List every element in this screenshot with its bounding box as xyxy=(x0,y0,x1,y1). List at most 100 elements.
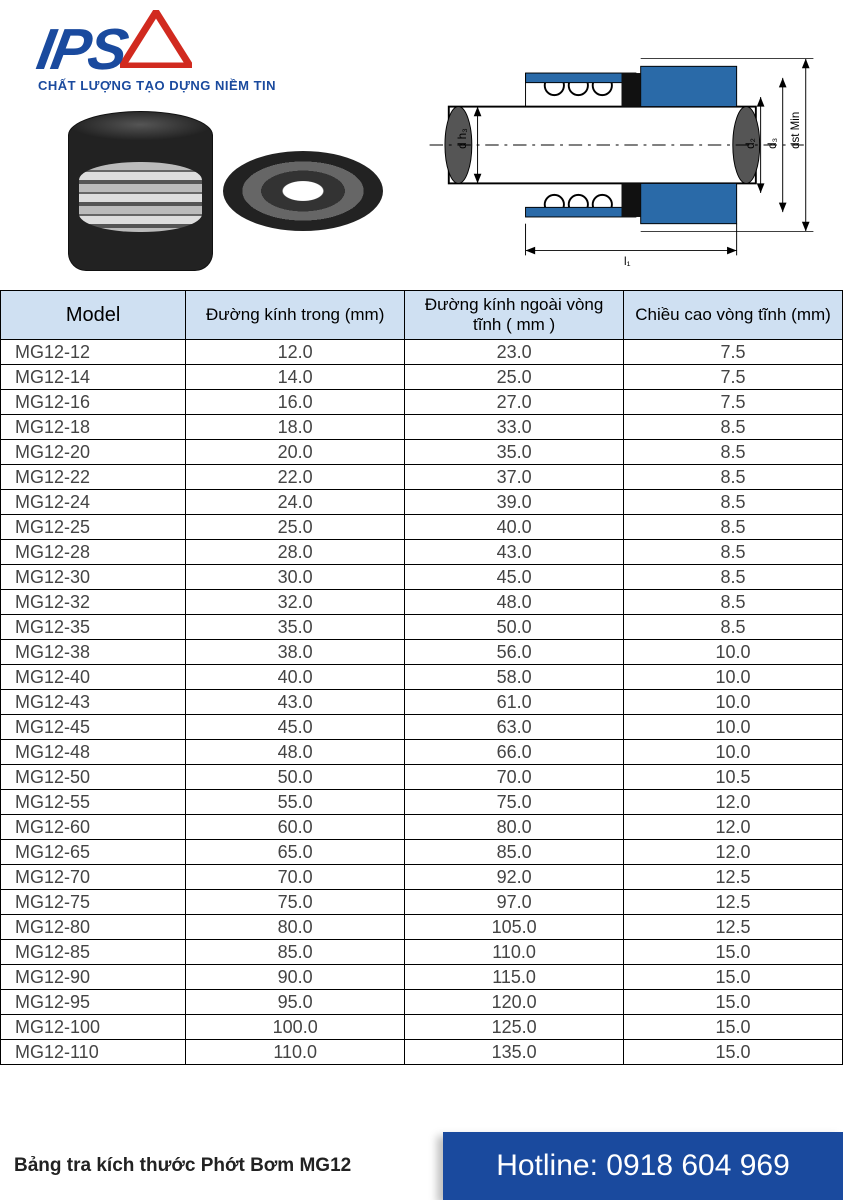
cell-model: MG12-38 xyxy=(1,640,186,665)
cell-model: MG12-70 xyxy=(1,865,186,890)
table-row: MG12-4343.061.010.0 xyxy=(1,690,843,715)
hotline-box: Hotline: 0918 604 969 xyxy=(443,1132,843,1200)
table-row: MG12-9090.0115.015.0 xyxy=(1,965,843,990)
cell-value: 8.5 xyxy=(624,415,843,440)
table-row: MG12-2525.040.08.5 xyxy=(1,515,843,540)
product-image xyxy=(10,111,410,271)
table-row: MG12-1414.025.07.5 xyxy=(1,365,843,390)
cell-value: 35.0 xyxy=(186,615,405,640)
cell-value: 25.0 xyxy=(186,515,405,540)
cell-value: 40.0 xyxy=(186,665,405,690)
cell-value: 22.0 xyxy=(186,465,405,490)
cell-value: 50.0 xyxy=(186,765,405,790)
seal-ring-icon xyxy=(223,151,383,231)
cell-value: 39.0 xyxy=(405,490,624,515)
cell-value: 85.0 xyxy=(405,840,624,865)
cell-model: MG12-95 xyxy=(1,990,186,1015)
cell-value: 58.0 xyxy=(405,665,624,690)
cell-value: 10.0 xyxy=(624,690,843,715)
cell-value: 7.5 xyxy=(624,365,843,390)
cell-value: 45.0 xyxy=(405,565,624,590)
cell-value: 35.0 xyxy=(405,440,624,465)
cell-value: 97.0 xyxy=(405,890,624,915)
cell-value: 15.0 xyxy=(624,1015,843,1040)
cell-model: MG12-25 xyxy=(1,515,186,540)
dim-l1: l₁ xyxy=(624,256,631,268)
cell-value: 12.5 xyxy=(624,890,843,915)
cell-value: 8.5 xyxy=(624,515,843,540)
cell-value: 37.0 xyxy=(405,465,624,490)
cell-value: 45.0 xyxy=(186,715,405,740)
cell-model: MG12-14 xyxy=(1,365,186,390)
cell-value: 24.0 xyxy=(186,490,405,515)
table-header: Model Đường kính trong (mm) Đường kính n… xyxy=(1,291,843,340)
cell-value: 48.0 xyxy=(186,740,405,765)
cell-value: 8.5 xyxy=(624,590,843,615)
cell-model: MG12-12 xyxy=(1,340,186,365)
cell-value: 75.0 xyxy=(405,790,624,815)
cell-model: MG12-20 xyxy=(1,440,186,465)
cell-model: MG12-28 xyxy=(1,540,186,565)
col-inner-dia: Đường kính trong (mm) xyxy=(186,291,405,340)
footer-title: Bảng tra kích thước Phớt Bơm MG12 xyxy=(0,1132,443,1200)
cell-value: 10.0 xyxy=(624,715,843,740)
cell-value: 40.0 xyxy=(405,515,624,540)
cell-value: 8.5 xyxy=(624,615,843,640)
table-row: MG12-4848.066.010.0 xyxy=(1,740,843,765)
table-row: MG12-5050.070.010.5 xyxy=(1,765,843,790)
table-row: MG12-8585.0110.015.0 xyxy=(1,940,843,965)
table-row: MG12-5555.075.012.0 xyxy=(1,790,843,815)
cell-value: 100.0 xyxy=(186,1015,405,1040)
cell-value: 65.0 xyxy=(186,840,405,865)
cell-value: 110.0 xyxy=(405,940,624,965)
cell-value: 60.0 xyxy=(186,815,405,840)
cell-model: MG12-40 xyxy=(1,665,186,690)
dim-d2: d₂ xyxy=(745,138,757,149)
table-row: MG12-3030.045.08.5 xyxy=(1,565,843,590)
table-row: MG12-2424.039.08.5 xyxy=(1,490,843,515)
logo-product-column: IPS CHẤT LƯỢNG TẠO DỰNG NIỀM TIN xyxy=(10,10,410,280)
cell-value: 135.0 xyxy=(405,1040,624,1065)
cell-value: 12.0 xyxy=(624,840,843,865)
cell-value: 12.0 xyxy=(186,340,405,365)
cell-model: MG12-48 xyxy=(1,740,186,765)
table-row: MG12-7575.097.012.5 xyxy=(1,890,843,915)
cell-value: 18.0 xyxy=(186,415,405,440)
cell-value: 8.5 xyxy=(624,465,843,490)
cell-model: MG12-45 xyxy=(1,715,186,740)
cell-value: 10.0 xyxy=(624,640,843,665)
table-row: MG12-8080.0105.012.5 xyxy=(1,915,843,940)
logo-text: IPS xyxy=(34,25,130,74)
table-row: MG12-4545.063.010.0 xyxy=(1,715,843,740)
table-row: MG12-110110.0135.015.0 xyxy=(1,1040,843,1065)
cell-model: MG12-16 xyxy=(1,390,186,415)
cell-value: 38.0 xyxy=(186,640,405,665)
cell-value: 10.0 xyxy=(624,665,843,690)
cell-model: MG12-32 xyxy=(1,590,186,615)
cell-value: 80.0 xyxy=(186,915,405,940)
cell-model: MG12-55 xyxy=(1,790,186,815)
table-row: MG12-100100.0125.015.0 xyxy=(1,1015,843,1040)
size-table: Model Đường kính trong (mm) Đường kính n… xyxy=(0,290,843,1065)
table-row: MG12-1212.023.07.5 xyxy=(1,340,843,365)
cell-value: 30.0 xyxy=(186,565,405,590)
cell-model: MG12-18 xyxy=(1,415,186,440)
cell-value: 15.0 xyxy=(624,1040,843,1065)
dim-d3: d₃ xyxy=(767,137,779,148)
cell-value: 115.0 xyxy=(405,965,624,990)
table-row: MG12-2222.037.08.5 xyxy=(1,465,843,490)
cell-model: MG12-43 xyxy=(1,690,186,715)
technical-diagram: d h₃ d₂ d₃ dst Min l₁ xyxy=(410,10,833,280)
table-row: MG12-3838.056.010.0 xyxy=(1,640,843,665)
table-row: MG12-2020.035.08.5 xyxy=(1,440,843,465)
col-model: Model xyxy=(1,291,186,340)
hotline-number: 0918 604 969 xyxy=(606,1149,790,1183)
cell-value: 85.0 xyxy=(186,940,405,965)
table-body: MG12-1212.023.07.5MG12-1414.025.07.5MG12… xyxy=(1,340,843,1065)
col-height: Chiều cao vòng tĩnh (mm) xyxy=(624,291,843,340)
table-row: MG12-3535.050.08.5 xyxy=(1,615,843,640)
cell-value: 27.0 xyxy=(405,390,624,415)
cell-value: 48.0 xyxy=(405,590,624,615)
cell-value: 10.5 xyxy=(624,765,843,790)
cell-model: MG12-85 xyxy=(1,940,186,965)
